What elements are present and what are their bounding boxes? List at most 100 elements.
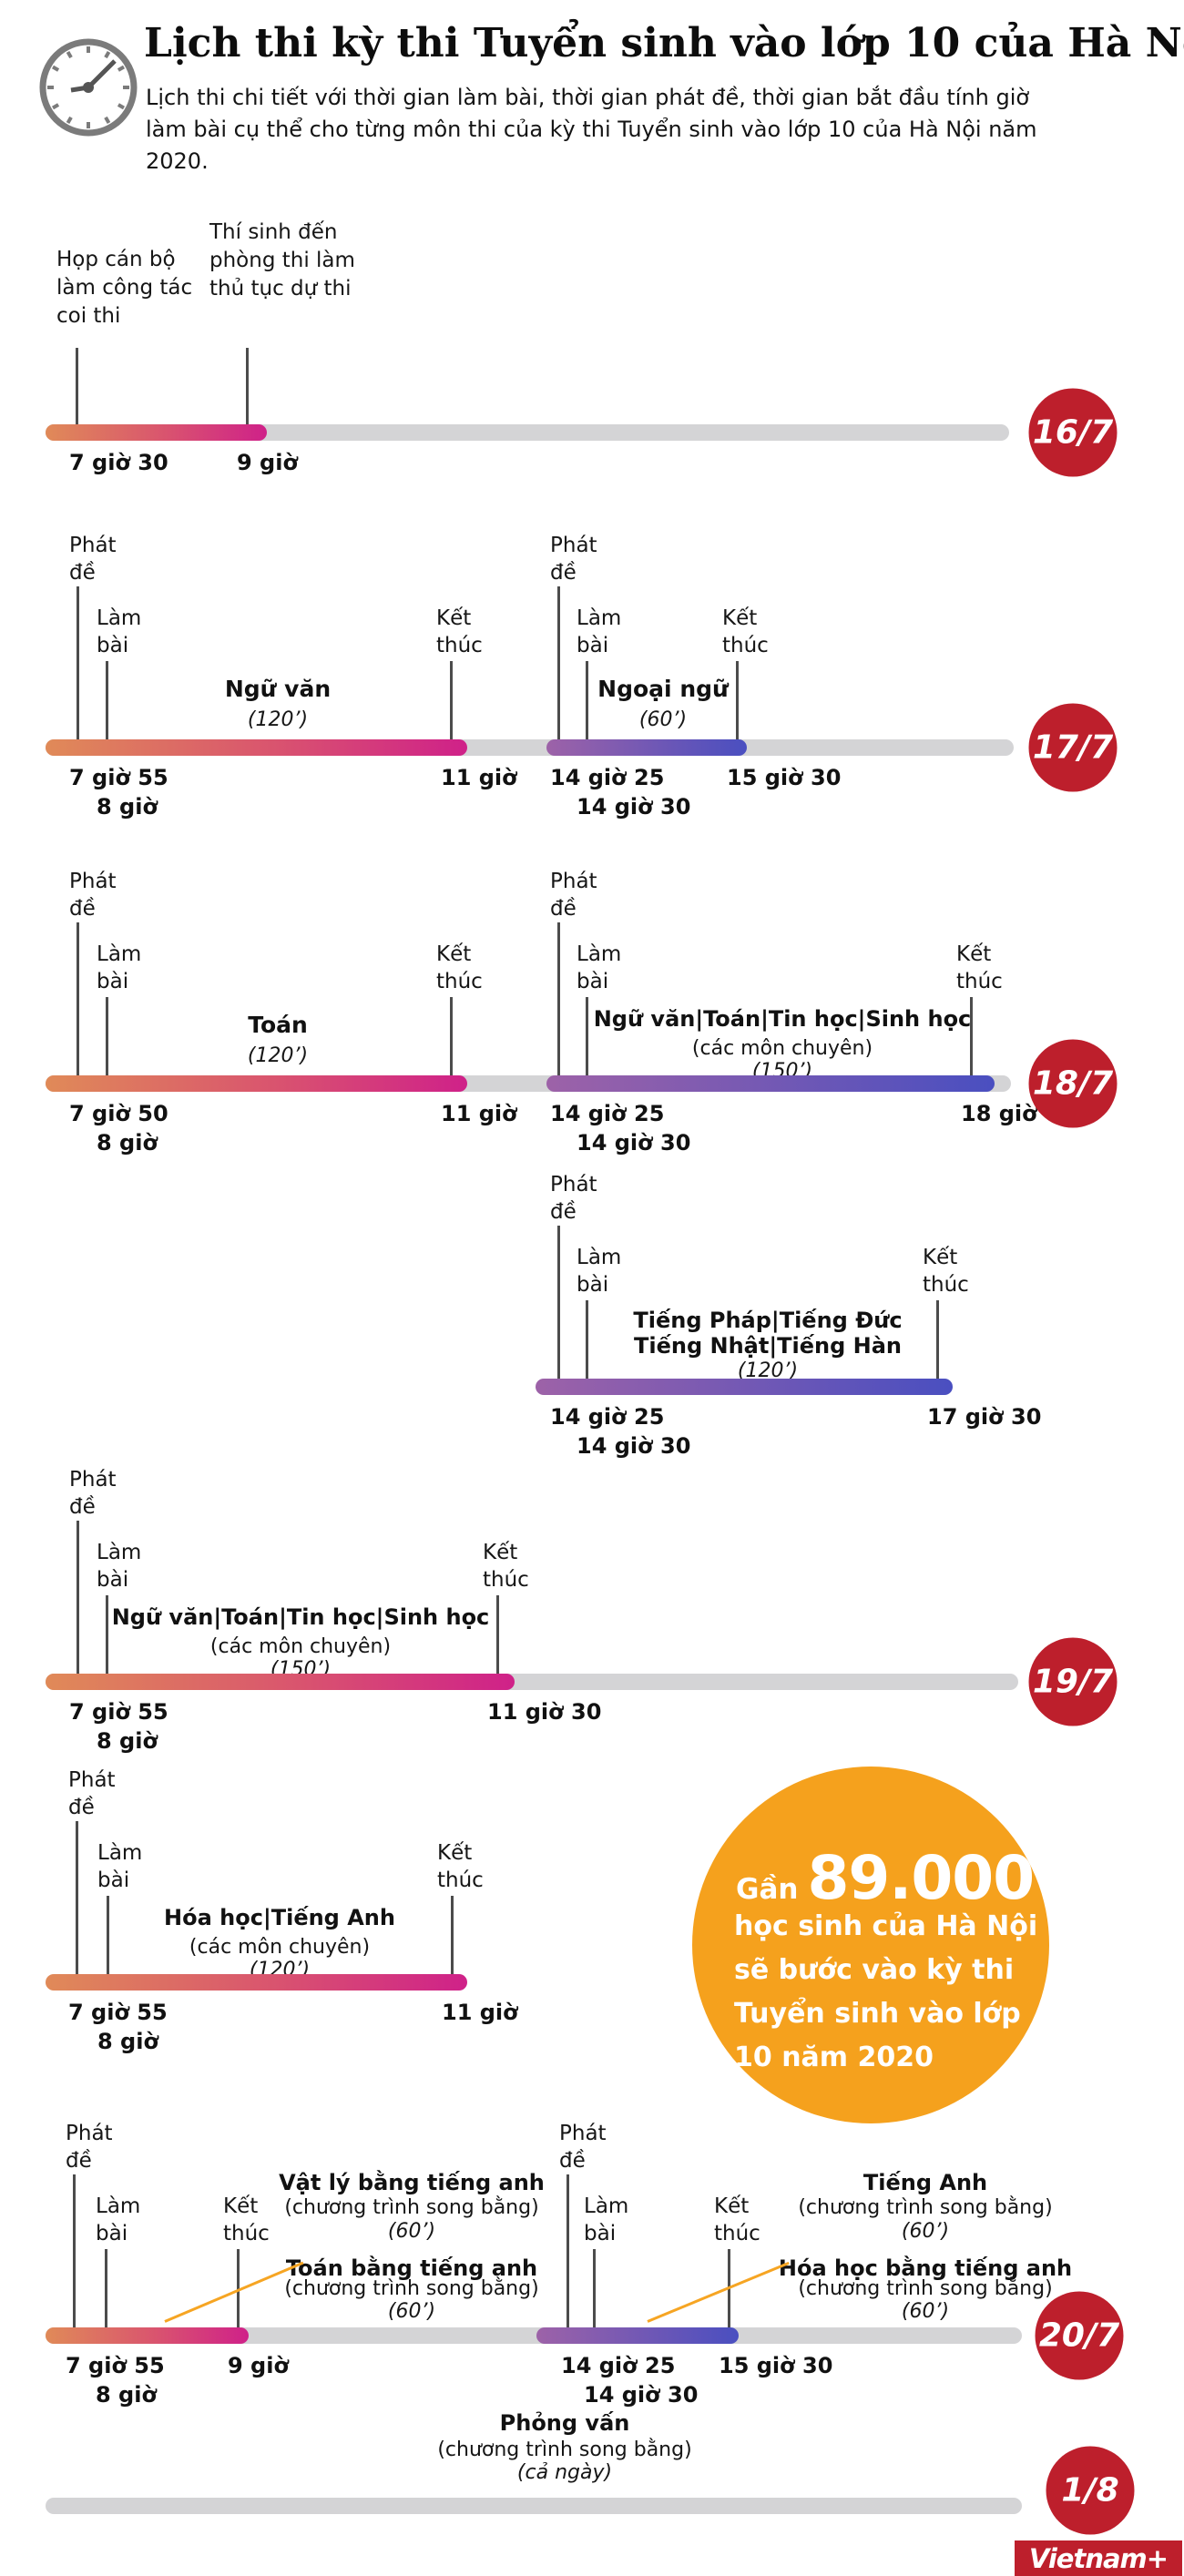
logo-text: Vietnam (1028, 2542, 1148, 2574)
time-label: 7 giờ 30 (69, 450, 168, 475)
exam-bar-afternoon (536, 1379, 953, 1395)
time-label: 8 giờ (97, 1728, 158, 1754)
tick-phat-de (557, 586, 560, 739)
duration-label: (60’) (901, 2300, 950, 2323)
tick-phat-de (77, 586, 79, 739)
duration-label: (120’) (737, 1359, 799, 1382)
tick-lam-bai (106, 661, 108, 739)
tick-lam-bai (586, 661, 588, 739)
vietnamplus-logo: Vietnam + (1015, 2540, 1182, 2576)
subject-label: Ngữ văn (224, 676, 332, 702)
time-label: 18 giờ (961, 1101, 1037, 1126)
date-badge: 1/8 (1046, 2446, 1135, 2535)
subject-note: (các môn chuyên) (209, 1635, 392, 1658)
exam-bar-afternoon (536, 2327, 739, 2344)
timeline-track (46, 2498, 1022, 2514)
time-label: 9 giờ (228, 2353, 289, 2378)
lam-bai-label: Làm bài (97, 942, 142, 993)
tick-ket-thuc (450, 997, 453, 1075)
duration-label: (120’) (247, 1044, 309, 1067)
date-badge: 16/7 (1028, 388, 1118, 477)
subject-label: Toán (248, 1012, 308, 1038)
duration-label: (60’) (638, 708, 688, 731)
phat-de-label: Phát đề (66, 2122, 113, 2173)
ket-thuc-label: Kết thúc (436, 942, 483, 993)
stat-headline: Gần 89.000 (736, 1843, 1035, 1913)
ket-thuc-label: Kết thúc (223, 2194, 270, 2245)
tick-lam-bai (105, 2249, 107, 2327)
ket-thuc-label: Kết thúc (923, 1246, 969, 1297)
ket-thuc-label: Kết thúc (483, 1541, 529, 1592)
time-label: 14 giờ 25 (550, 765, 665, 790)
tick-event (246, 348, 249, 424)
time-label: 8 giờ (97, 1130, 158, 1156)
stat-number: 89.000 (807, 1843, 1035, 1913)
time-label: 7 giờ 50 (69, 1101, 168, 1126)
time-label: 9 giờ (237, 450, 298, 475)
date-badge: 19/7 (1028, 1637, 1118, 1726)
connector-line (164, 2261, 304, 2323)
time-label: 8 giờ (97, 794, 158, 820)
tick-phat-de (557, 922, 560, 1075)
lam-bai-label: Làm bài (577, 942, 622, 993)
event-label-thi-sinh: Thí sinh đến phòng thi làm thủ tục dự thi (209, 220, 355, 300)
tick-lam-bai (586, 1300, 588, 1379)
stat-text-line: 10 năm 2020 (734, 2041, 934, 2073)
exam-bar-morning (46, 2327, 249, 2344)
ket-thuc-label: Kết thúc (437, 1841, 484, 1892)
subject-label: Phỏng vấn (499, 2410, 630, 2436)
subject-label: Hóa học|Tiếng Anh (164, 1905, 395, 1930)
time-label: 14 giờ 25 (550, 1404, 665, 1430)
clock-icon (39, 38, 138, 137)
time-label: 14 giờ 30 (577, 1433, 691, 1459)
subject-note: (chương trình song bằng) (437, 2439, 692, 2461)
subject-label: Ngoại ngữ (597, 676, 729, 702)
time-label: 7 giờ 55 (69, 1699, 168, 1725)
stat-text-line: Tuyển sinh vào lớp (734, 1998, 1021, 2030)
subject-note: (chương trình song bằng) (284, 2277, 539, 2300)
lam-bai-label: Làm bài (577, 1246, 622, 1297)
tick-lam-bai (107, 1896, 109, 1974)
time-label: 14 giờ 25 (550, 1101, 665, 1126)
subject-label: Vật lý bằng tiếng anh (279, 2170, 545, 2195)
time-label: 14 giờ 30 (577, 794, 691, 820)
time-label: 11 giờ (441, 765, 517, 790)
stat-circle (692, 1767, 1049, 2123)
tick-ket-thuc (970, 997, 973, 1075)
subject-note: (chương trình song bằng) (798, 2196, 1053, 2219)
subject-label: Tiếng Anh (862, 2170, 988, 2195)
tick-phat-de (77, 922, 79, 1075)
stat-text-line: học sinh của Hà Nội (734, 1910, 1038, 1942)
tick-phat-de (557, 1226, 560, 1379)
time-label: 8 giờ (97, 2029, 158, 2054)
subject-label: Ngữ văn|Toán|Tin học|Sinh học (593, 1006, 972, 1032)
phat-de-label: Phát đề (69, 1468, 117, 1519)
time-label: 14 giờ 25 (561, 2353, 676, 2378)
exam-bar-morning (46, 1974, 467, 1991)
time-label: 17 giờ 30 (927, 1404, 1042, 1430)
tick-ket-thuc (496, 1595, 499, 1674)
phat-de-label: Phát đề (550, 870, 597, 921)
phat-de-label: Phát đề (69, 870, 117, 921)
phat-de-label: Phát đề (550, 1173, 597, 1224)
page-subtitle: Lịch thi chi tiết với thời gian làm bài,… (146, 85, 1037, 174)
subject-label: Tiếng Pháp|Tiếng Đức (633, 1308, 903, 1333)
subject-note: (chương trình song bằng) (284, 2196, 539, 2219)
tick-phat-de (73, 2174, 76, 2327)
tick-event (76, 348, 78, 424)
stat-prefix: Gần (736, 1873, 799, 1906)
subject-note: (các môn chuyên) (189, 1936, 371, 1959)
time-label: 7 giờ 55 (66, 2353, 165, 2378)
lam-bai-label: Làm bài (577, 606, 622, 657)
tick-lam-bai (106, 997, 108, 1075)
tick-lam-bai (593, 2249, 596, 2327)
lam-bai-label: Làm bài (96, 2194, 141, 2245)
subject-label: Ngữ văn|Toán|Tin học|Sinh học (111, 1604, 490, 1630)
lam-bai-label: Làm bài (97, 606, 142, 657)
tick-phat-de (77, 1521, 79, 1674)
exam-bar-morning (46, 424, 267, 441)
time-label: 11 giờ (441, 1101, 517, 1126)
timeline-track (46, 2327, 1022, 2344)
logo-plus-icon: + (1146, 2542, 1169, 2574)
